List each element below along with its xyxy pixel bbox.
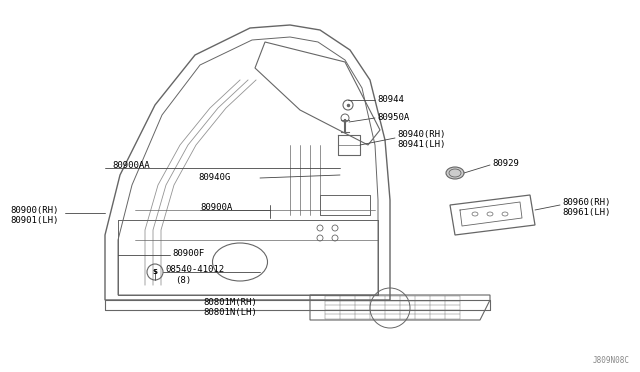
Text: S: S bbox=[152, 269, 157, 275]
Text: 80961(LH): 80961(LH) bbox=[562, 208, 611, 217]
Text: 80950A: 80950A bbox=[377, 113, 409, 122]
Text: 80900(RH): 80900(RH) bbox=[10, 205, 58, 215]
Text: 80944: 80944 bbox=[377, 96, 404, 105]
Ellipse shape bbox=[446, 167, 464, 179]
Text: 80900F: 80900F bbox=[172, 250, 204, 259]
Text: J809N08C: J809N08C bbox=[593, 356, 630, 365]
Text: 80941(LH): 80941(LH) bbox=[397, 140, 445, 148]
Text: 80940(RH): 80940(RH) bbox=[397, 129, 445, 138]
Text: 80801N(LH): 80801N(LH) bbox=[203, 308, 257, 317]
Text: 80900A: 80900A bbox=[200, 202, 232, 212]
Text: 80901(LH): 80901(LH) bbox=[10, 215, 58, 224]
Text: (8): (8) bbox=[175, 276, 191, 285]
Text: 80900AA: 80900AA bbox=[112, 160, 150, 170]
Text: 08540-41012: 08540-41012 bbox=[165, 266, 224, 275]
Text: 80960(RH): 80960(RH) bbox=[562, 198, 611, 206]
Text: 80940G: 80940G bbox=[198, 173, 230, 183]
Text: 80801M(RH): 80801M(RH) bbox=[203, 298, 257, 308]
Text: 80929: 80929 bbox=[492, 158, 519, 167]
